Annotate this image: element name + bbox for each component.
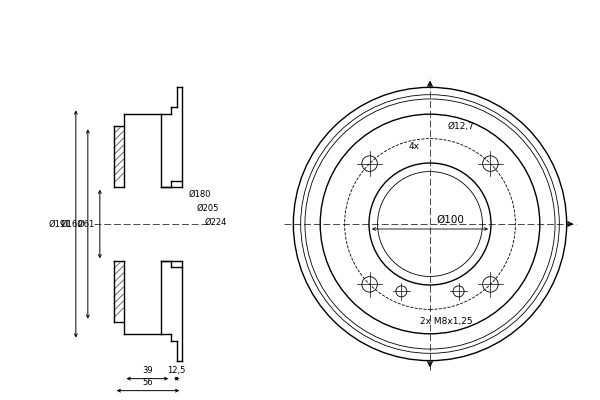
Text: Ø205: Ø205 [196,204,218,212]
Text: Ø12,7: Ø12,7 [448,122,475,130]
Bar [114,126,124,187]
Bar [161,334,182,361]
Text: 39: 39 [142,366,153,375]
Text: Ø191: Ø191 [49,220,71,228]
Text: 4x: 4x [409,142,420,151]
Text: Ø160: Ø160 [61,220,83,228]
Text: 56: 56 [143,378,154,387]
Bar [114,261,124,322]
Text: 2x M8x1,25: 2x M8x1,25 [420,317,473,326]
Text: Ø100: Ø100 [436,215,464,225]
Text: 24.0218-0048.1    480314: 24.0218-0048.1 480314 [160,14,440,34]
Text: Ø180: Ø180 [188,190,211,198]
Text: Ø224: Ø224 [204,218,227,226]
Bar [161,87,182,114]
Text: Ø61: Ø61 [77,220,95,228]
Text: 12,5: 12,5 [167,366,186,375]
